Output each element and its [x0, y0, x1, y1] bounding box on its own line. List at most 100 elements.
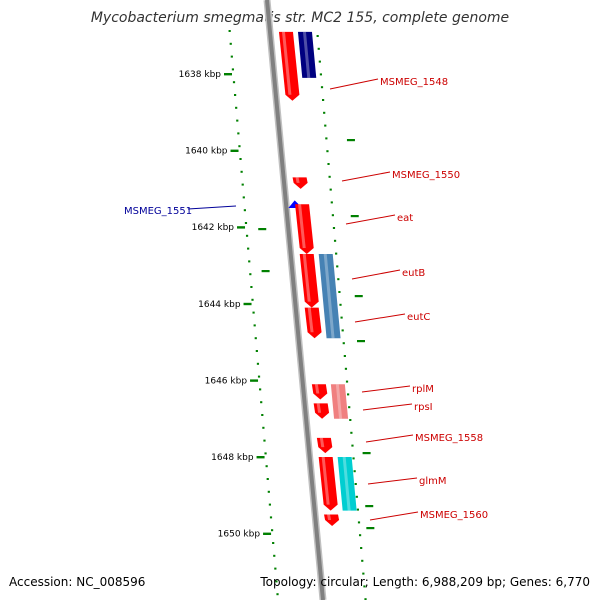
skew-bar [357, 340, 365, 343]
backbone-track [263, 0, 327, 600]
gc-dot [350, 431, 353, 434]
gc-dot [272, 542, 275, 544]
gc-dot [259, 388, 262, 391]
feature-box-MSMEG_1548 [297, 31, 317, 78]
gc-dot [326, 150, 329, 153]
gc-dot [256, 362, 260, 365]
tick-label: 1646 kbp [205, 376, 248, 386]
feature-highlight [323, 254, 335, 339]
gc-dot [250, 286, 253, 288]
gc-dot [324, 124, 327, 127]
gene-label-glmM: glmM [419, 476, 447, 487]
gc-dot [339, 303, 342, 306]
label-leader [345, 214, 396, 225]
gene-label-MSMEG_1551: MSMEG_1551 [124, 206, 192, 217]
gc-dot [321, 99, 325, 101]
gc-dot [270, 529, 274, 532]
gc-dot [352, 457, 355, 460]
gene-MSMEG_1558 [316, 437, 333, 454]
gc-dot [251, 298, 254, 301]
gc-dot [328, 175, 331, 178]
gc-dot [232, 81, 236, 84]
gc-dot [335, 252, 338, 255]
feature-box-glmM [337, 457, 357, 511]
tick-label: 1638 kbp [179, 70, 222, 80]
gc-dot [340, 316, 343, 319]
gc-dot [333, 239, 337, 242]
gene-rpsI [313, 403, 330, 419]
gc-dot [268, 503, 272, 506]
gc-dot [242, 196, 245, 199]
gc-dot [356, 508, 360, 511]
gene-MSMEG_1560 [324, 514, 340, 526]
label-leader [365, 434, 414, 443]
gc-dot [247, 247, 250, 250]
gene-rplM [311, 384, 328, 400]
gc-dot [355, 495, 358, 498]
skew-bar [366, 527, 375, 530]
gene-highlight [321, 457, 330, 505]
accession-text: Accession: NC_008596 [9, 575, 146, 589]
label-leader [369, 511, 419, 521]
tick-label: 1644 kbp [198, 300, 241, 310]
gc-dot [357, 521, 361, 524]
gene-label-eat: eat [397, 213, 413, 224]
gc-dot [245, 234, 249, 237]
gc-dot [330, 201, 333, 204]
gc-dot [329, 188, 332, 191]
gc-dot [327, 163, 330, 165]
tick-label: 1640 kbp [185, 147, 228, 157]
gene-glmM [318, 457, 338, 511]
gc-dot [252, 311, 255, 314]
gc-dot [257, 375, 261, 378]
gc-dot [364, 598, 367, 600]
tick-mark [224, 73, 232, 76]
genome-title: Mycobacterium smegmatis str. MC2 155, co… [90, 10, 510, 26]
feature-track [297, 31, 357, 511]
gc-dot [238, 145, 241, 148]
label-leader [362, 403, 413, 411]
skew-bar [350, 215, 359, 218]
gc-dot [239, 158, 242, 160]
gene-highlight [298, 204, 306, 249]
gc-dot [264, 452, 267, 455]
gc-dot [240, 170, 243, 173]
feature-box-eutB [318, 254, 341, 339]
gc-dot [319, 73, 323, 76]
gene-highlight [316, 403, 322, 413]
gc-dot [351, 444, 354, 447]
tick-mark [230, 149, 239, 152]
feature-box-rplM [330, 384, 349, 419]
label-leader [351, 269, 401, 280]
gene-eutB [299, 254, 319, 308]
gc-dot [275, 580, 278, 583]
gc-dot [248, 260, 251, 263]
feature-highlight [342, 457, 351, 511]
gc-dot [342, 342, 345, 345]
gc-dot [354, 483, 357, 485]
skew-bar [362, 452, 371, 455]
tick-mark [263, 532, 272, 535]
genome-summary-text: Topology: circular; Length: 6,988,209 bp… [260, 575, 590, 589]
gc-dot [273, 554, 276, 557]
gc-dot [229, 42, 232, 45]
gc-dot [261, 414, 264, 416]
gc-dot [265, 465, 268, 468]
gc-dot [237, 132, 240, 135]
gene-highlight [314, 384, 320, 394]
gc-dot [230, 55, 233, 58]
gene-label-MSMEG_1548: MSMEG_1548 [380, 77, 448, 88]
gc-dot [254, 337, 257, 340]
gene-MSMEG_1548 [278, 31, 300, 101]
gene-highlight [302, 254, 311, 302]
gene-label-rpsI: rpsI [414, 402, 433, 413]
gc-dot [274, 567, 277, 570]
gc-dot [336, 265, 339, 268]
gc-dot [338, 291, 341, 293]
label-leader [361, 385, 411, 393]
gene-label-eutC: eutC [407, 312, 430, 323]
gene-label-MSMEG_1550: MSMEG_1550 [392, 170, 460, 181]
label-leader [354, 313, 406, 323]
gc-dot [362, 572, 365, 575]
gc-dot [228, 30, 231, 32]
